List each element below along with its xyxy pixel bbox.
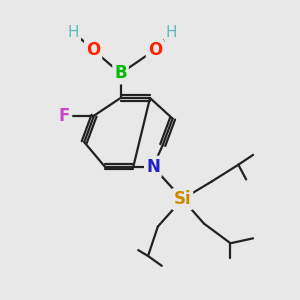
Text: O: O [148, 41, 162, 59]
Text: O: O [86, 41, 100, 59]
Text: H: H [68, 25, 79, 40]
Text: N: N [146, 158, 160, 176]
Text: F: F [59, 106, 70, 124]
Text: B: B [114, 64, 127, 82]
Text: H: H [166, 25, 177, 40]
Text: Si: Si [174, 190, 191, 208]
